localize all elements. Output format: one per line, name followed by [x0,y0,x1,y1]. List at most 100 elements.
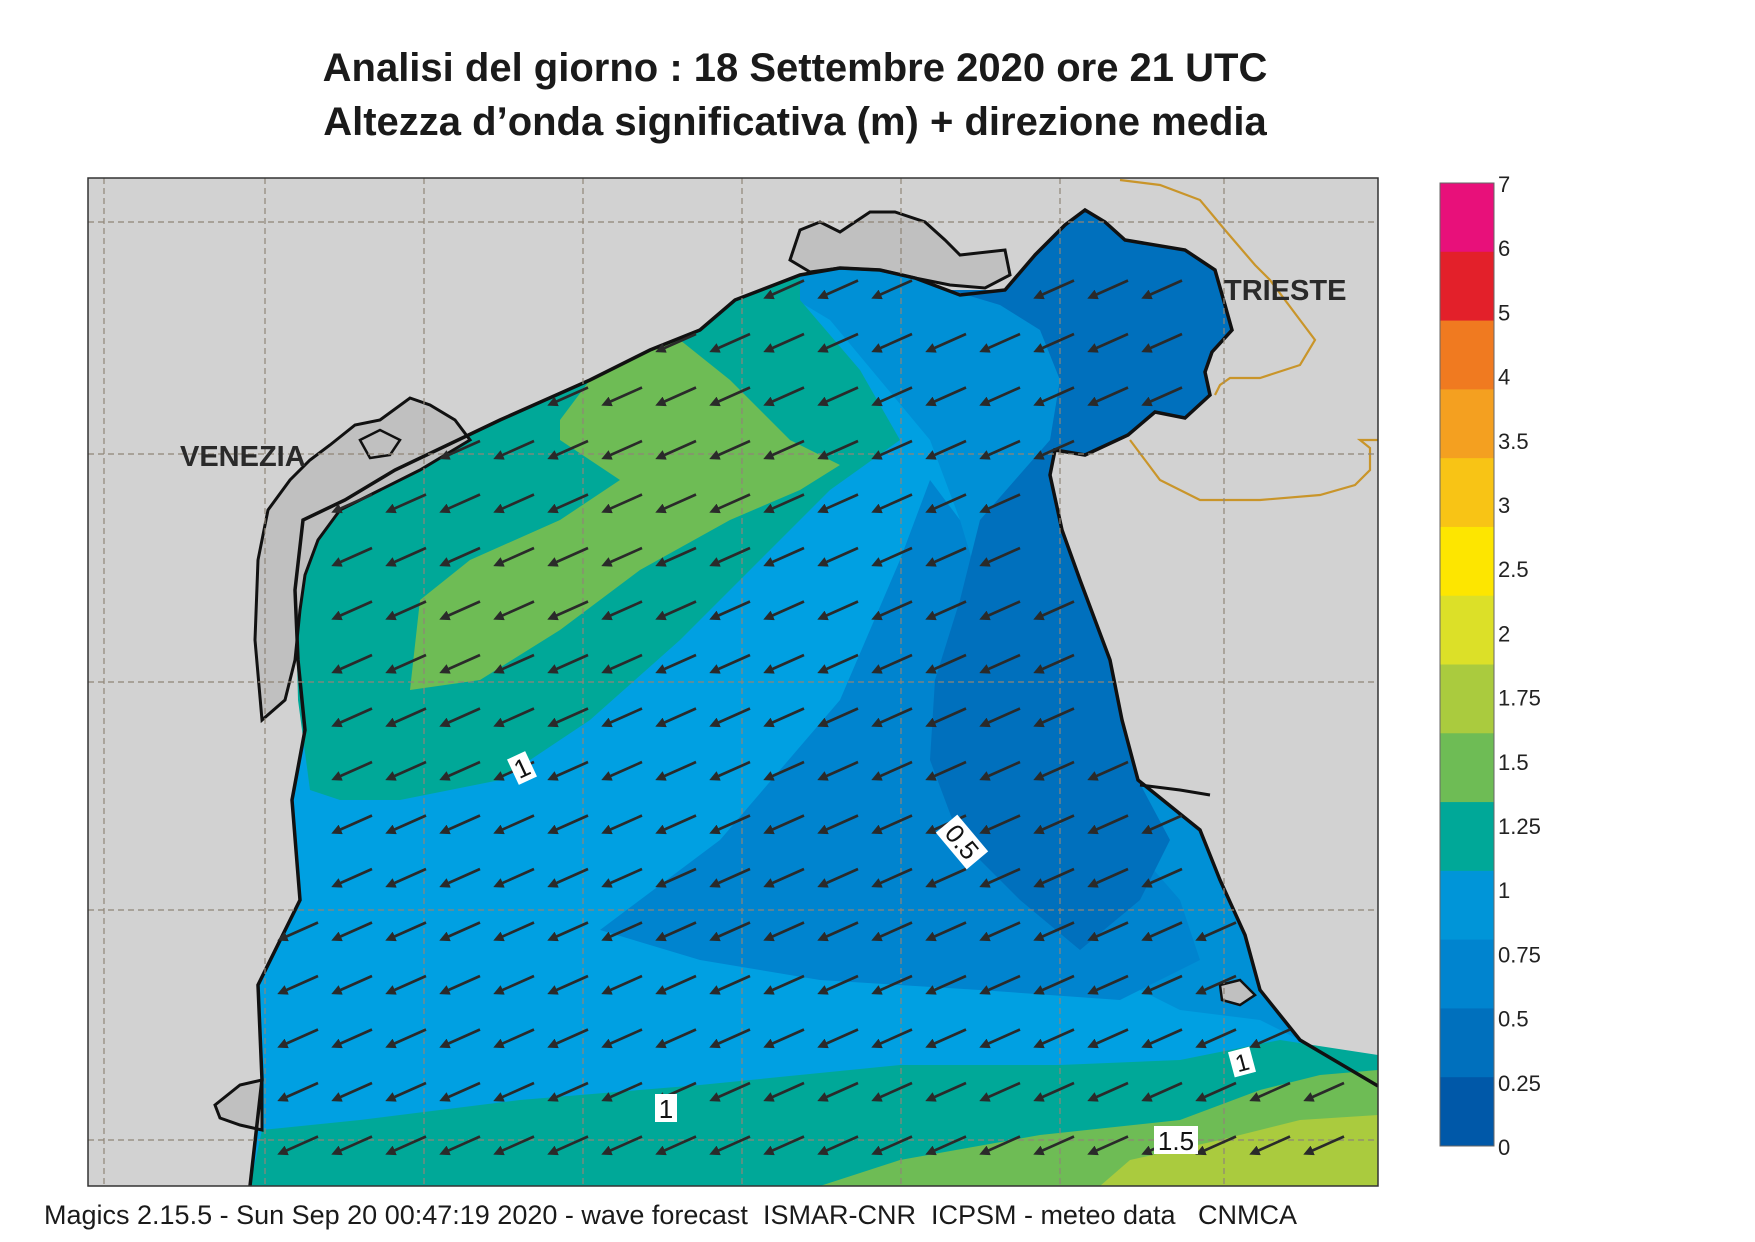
wave-direction-arrow [1087,1081,1129,1102]
wave-direction-arrow [1087,814,1129,835]
wave-direction-arrow [1087,332,1129,353]
legend-swatch [1440,664,1494,734]
wave-direction-arrow [709,974,751,995]
venice-lagoon [253,396,473,724]
wave-direction-arrow [331,974,373,995]
wave-direction-arrow [925,439,967,460]
wave-direction-arrow [547,546,589,567]
wave-direction-arrow [979,1135,1021,1156]
wave-direction-arrow [817,1028,859,1049]
wave-direction-arrow [871,814,913,835]
wave-direction-arrow [331,1135,373,1156]
wave-direction-arrow [817,386,859,407]
wave-direction-arrow [817,974,859,995]
wave-direction-arrow [1141,814,1183,835]
legend-swatch [1440,939,1494,1009]
wave-direction-arrow [1087,867,1129,888]
wave-direction-arrow [817,814,859,835]
wave-direction-arrow [601,493,643,514]
wave-direction-arrow [925,921,967,942]
wave-direction-arrow [709,332,751,353]
wave-direction-arrow [709,1028,751,1049]
legend-tick-label: 3 [1498,493,1510,518]
wave-direction-arrow [277,921,319,942]
wave-direction-arrow [439,653,481,674]
istria-island [1218,978,1257,1007]
wave-direction-arrow [871,653,913,674]
wave-direction-arrow [979,600,1021,621]
wave-direction-arrow [871,760,913,781]
wave-direction-arrow [331,1028,373,1049]
wave-direction-arrow [547,1081,589,1102]
wave-direction-arrow [439,707,481,728]
legend-tick-label: 7 [1498,172,1510,197]
wave-direction-arrow [601,814,643,835]
wave-direction-arrow [817,921,859,942]
wave-direction-arrow [331,760,373,781]
wave-direction-arrow [385,600,427,621]
wave-direction-arrow [1033,439,1075,460]
wave-direction-arrow [1141,974,1183,995]
lat-lon-grid [88,178,1378,1186]
legend-tick-label: 4 [1498,365,1510,390]
wave-direction-arrow [925,867,967,888]
wave-direction-arrow [493,653,535,674]
wave-direction-arrow [979,1081,1021,1102]
wave-direction-arrow [655,546,697,567]
wave-direction-arrow [709,921,751,942]
wave-direction-arrow [925,600,967,621]
wave-direction-arrow [817,600,859,621]
wave-direction-arrows [277,279,1345,1156]
wave-direction-arrow [709,439,751,460]
wave-direction-arrow [385,707,427,728]
wave-direction-arrow [871,1028,913,1049]
wave-direction-arrow [709,1135,751,1156]
wave-direction-arrow [763,546,805,567]
wave-direction-arrow [817,653,859,674]
legend-swatch [1440,870,1494,941]
wave-direction-arrow [601,653,643,674]
wave-direction-arrow [817,867,859,888]
wave-direction-arrow [1033,974,1075,995]
wave-direction-arrow [871,439,913,460]
wave-direction-arrow [871,332,913,353]
wave-direction-arrow [817,1081,859,1102]
wave-direction-arrow [547,707,589,728]
wave-direction-arrow [763,1081,805,1102]
legend-swatch [1440,320,1494,390]
wave-direction-arrow [1033,653,1075,674]
wave-direction-arrow [1033,814,1075,835]
wave-direction-arrow [385,1135,427,1156]
wave-direction-arrow [871,867,913,888]
wave-direction-arrow [493,1081,535,1102]
wave-direction-arrow [493,1135,535,1156]
wave-direction-arrow [277,974,319,995]
wave-direction-arrow [547,439,589,460]
wave-direction-arrow [1249,1135,1291,1156]
wave-direction-arrow [601,546,643,567]
sea-band-1-5-1-75 [1100,1115,1378,1186]
wave-direction-arrow [1033,921,1075,942]
wave-direction-arrow [979,493,1021,514]
wave-direction-arrow [979,921,1021,942]
wave-direction-arrow [547,386,589,407]
legend-tick-label: 0.25 [1498,1071,1541,1096]
wave-direction-arrow [385,814,427,835]
wave-direction-arrow [385,921,427,942]
legend-tick-label: 0.5 [1498,1007,1529,1032]
contour-label-1-5: 1.5 [1154,1126,1198,1156]
wave-direction-arrow [763,867,805,888]
wave-direction-arrow [925,760,967,781]
legend-swatch [1440,733,1494,803]
wave-direction-arrow [979,653,1021,674]
wave-direction-arrow [331,867,373,888]
legend-swatch [1440,389,1494,459]
legend-swatch [1440,595,1494,665]
wave-direction-arrow [1195,974,1237,995]
wave-direction-arrow [1141,386,1183,407]
wave-direction-arrow [331,921,373,942]
wave-direction-arrow [547,600,589,621]
wave-direction-arrow [655,867,697,888]
wave-direction-arrow [871,974,913,995]
sea-band-1-25-1-5-north [410,340,840,690]
